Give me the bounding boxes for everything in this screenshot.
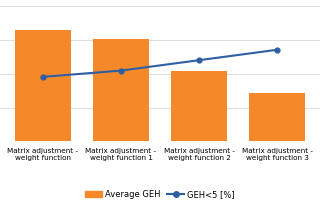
Bar [15, 31, 71, 141]
Bar [93, 39, 149, 141]
Bar [249, 93, 305, 141]
Bar [171, 71, 227, 141]
Legend: Average GEH, GEH<5 [%]: Average GEH, GEH<5 [%] [82, 186, 238, 202]
